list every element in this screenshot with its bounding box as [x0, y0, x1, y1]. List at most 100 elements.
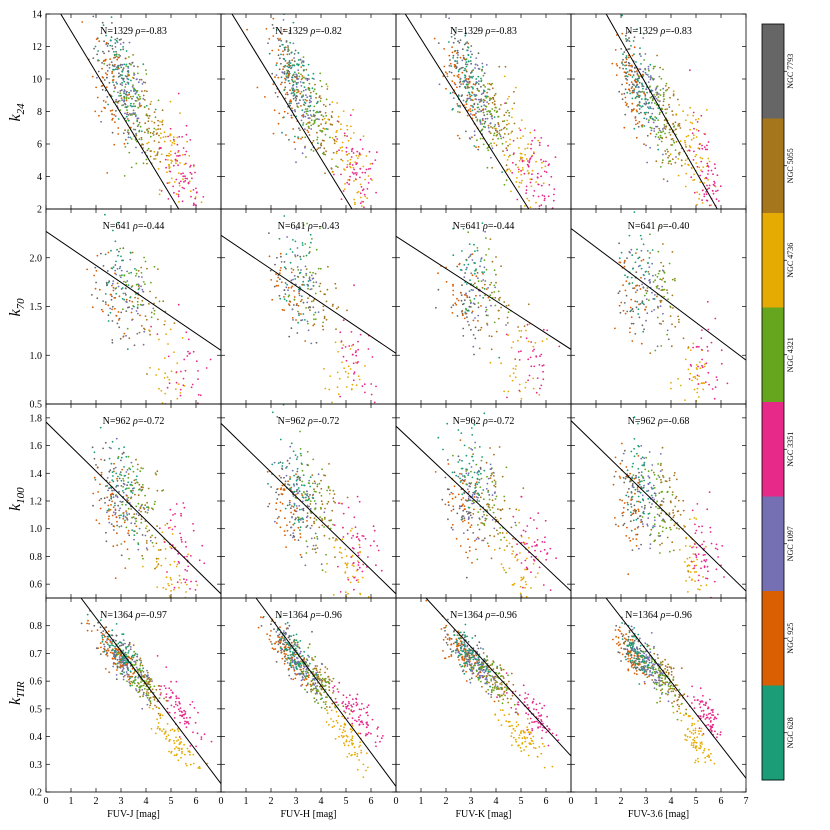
data-point [119, 337, 122, 340]
data-point [698, 193, 701, 196]
data-point [615, 63, 618, 65]
data-point [374, 212, 376, 214]
data-point [491, 82, 493, 85]
data-point [483, 283, 486, 286]
data-point [132, 122, 135, 125]
data-point [367, 175, 370, 177]
data-point [304, 115, 307, 118]
data-point [464, 76, 466, 79]
data-point [489, 294, 492, 297]
data-point [667, 162, 670, 165]
data-point [106, 45, 109, 47]
data-point [131, 529, 134, 531]
data-point [184, 180, 187, 182]
data-point [331, 111, 334, 113]
data-point [288, 499, 291, 502]
data-point [472, 87, 474, 90]
data-point [640, 63, 642, 65]
data-point [290, 486, 293, 489]
data-point [458, 69, 460, 71]
data-point [312, 150, 315, 152]
data-point [531, 545, 533, 548]
data-point [536, 572, 539, 574]
data-point [467, 46, 469, 48]
data-point [351, 383, 354, 386]
data-point [537, 183, 540, 186]
data-point [141, 554, 144, 557]
data-point [310, 97, 312, 100]
data-point [696, 191, 698, 194]
data-point [307, 287, 309, 290]
data-point [362, 563, 365, 566]
data-point [286, 69, 288, 72]
data-point [536, 418, 538, 420]
data-point [505, 147, 508, 150]
data-point [337, 350, 339, 353]
data-point [306, 499, 309, 502]
data-point [350, 345, 353, 347]
data-point [158, 134, 160, 137]
data-point [512, 537, 514, 540]
data-point [108, 508, 110, 510]
data-point [276, 517, 279, 520]
data-point [658, 93, 660, 95]
data-point [363, 383, 366, 386]
data-point [503, 75, 506, 78]
data-point [283, 289, 286, 291]
data-point [471, 92, 474, 94]
data-point [302, 224, 305, 226]
data-point [673, 277, 676, 280]
data-point [174, 152, 177, 155]
data-point [292, 239, 294, 241]
data-point [114, 121, 116, 123]
data-point [453, 82, 456, 84]
data-point [291, 92, 293, 94]
data-point [654, 274, 657, 276]
data-point [655, 125, 657, 128]
data-point [336, 120, 339, 122]
data-point [164, 392, 167, 395]
data-point [634, 261, 637, 264]
data-point [112, 506, 115, 509]
data-point [318, 96, 321, 99]
data-point [700, 169, 702, 172]
data-point [342, 190, 345, 192]
data-point [114, 512, 117, 514]
data-point [658, 113, 661, 116]
data-point [335, 287, 337, 289]
data-point [125, 113, 128, 115]
data-point [633, 53, 635, 56]
data-point [345, 386, 348, 388]
data-point [283, 89, 286, 91]
data-point [491, 291, 493, 294]
data-point [535, 160, 537, 163]
data-point [285, 41, 288, 43]
data-point [498, 309, 500, 312]
data-point [305, 493, 307, 496]
data-point [175, 162, 177, 165]
data-point [153, 309, 156, 312]
data-point [618, 290, 621, 293]
data-point [665, 89, 667, 92]
data-point [125, 300, 128, 303]
data-point [168, 595, 171, 597]
data-point [458, 85, 461, 88]
data-point [307, 482, 310, 484]
data-point [662, 130, 665, 133]
data-point [353, 168, 355, 171]
data-point [352, 108, 354, 111]
data-point [486, 475, 488, 478]
data-point [187, 553, 190, 556]
data-point [307, 114, 309, 117]
data-point [284, 86, 287, 89]
data-point [297, 90, 300, 93]
data-point [707, 328, 710, 331]
data-point [353, 372, 355, 375]
data-point [113, 84, 115, 87]
data-point [376, 151, 378, 154]
data-point [505, 305, 508, 307]
data-point [288, 80, 290, 82]
data-point [645, 319, 647, 322]
data-point [696, 387, 699, 390]
